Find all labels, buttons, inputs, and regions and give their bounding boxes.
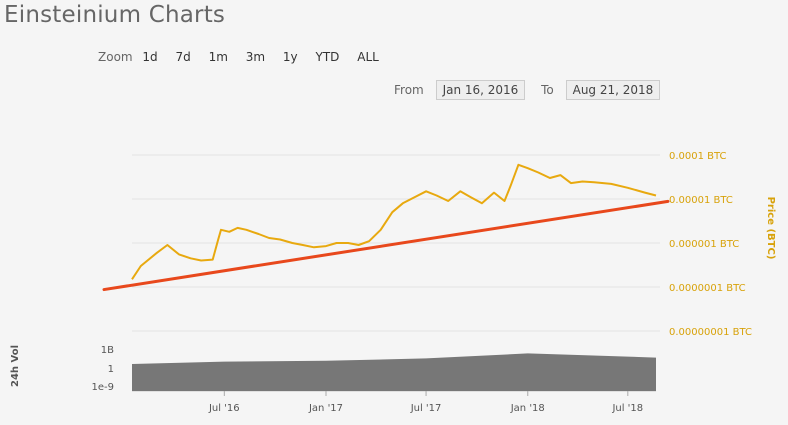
zoom-1m-button[interactable]: 1m: [208, 50, 228, 64]
price-tick-label: 0.00001 BTC: [669, 195, 733, 206]
zoom-1y-button[interactable]: 1y: [282, 50, 298, 64]
price-tick-label: 0.0001 BTC: [669, 151, 727, 162]
zoom-1d-button[interactable]: 1d: [142, 50, 158, 64]
trend-line: [102, 199, 670, 292]
volume-tick-label: 1B: [101, 345, 114, 356]
page-title: Einsteinium Charts: [4, 2, 226, 28]
zoom-3m-button[interactable]: 3m: [245, 50, 266, 64]
x-tick-label: Jul '17: [410, 403, 442, 414]
volume-tick-label: 1e-9: [92, 382, 115, 393]
price-y-axis: 0.0001 BTC 0.00001 BTC 0.000001 BTC 0.00000…: [669, 151, 752, 338]
x-tick-label: Jul '16: [208, 403, 240, 414]
price-axis-title: Price (BTC): [765, 197, 776, 260]
to-date-input[interactable]: Aug 21, 2018: [565, 80, 661, 100]
zoom-ytd-button[interactable]: YTD: [315, 50, 340, 64]
x-tick-label: Jan '18: [510, 403, 545, 414]
x-tick-label: Jan '17: [308, 403, 343, 414]
from-date-input[interactable]: Jan 16, 2016: [435, 80, 526, 100]
from-label: From: [394, 83, 424, 97]
price-series: [102, 163, 670, 292]
zoom-7d-button[interactable]: 7d: [175, 50, 191, 64]
price-tick-label: 0.0000001 BTC: [669, 283, 746, 294]
volume-area: [132, 353, 656, 391]
to-label: To: [541, 83, 554, 97]
x-tick-label: Jul '18: [611, 403, 643, 414]
volume-y-axis: 1B 1 1e-9: [92, 345, 115, 393]
volume-tick-label: 1: [108, 364, 114, 375]
price-tick-label: 0.000001 BTC: [669, 239, 739, 250]
price-line: [131, 163, 657, 280]
x-axis: Jul '16 Jan '17 Jul '17 Jan '18 Jul '18: [208, 391, 643, 414]
zoom-all-button[interactable]: ALL: [357, 50, 379, 64]
price-tick-label: 0.00000001 BTC: [669, 327, 752, 338]
volume-axis-title: 24h Vol: [10, 345, 21, 387]
zoom-label: Zoom: [98, 50, 133, 64]
price-gridlines: [132, 154, 660, 332]
zoom-bar: Zoom 1d 7d 1m 3m 1y YTD ALL: [98, 50, 393, 64]
date-range-selector: From Jan 16, 2016 To Aug 21, 2018: [394, 80, 672, 100]
volume-chart: [132, 353, 656, 392]
